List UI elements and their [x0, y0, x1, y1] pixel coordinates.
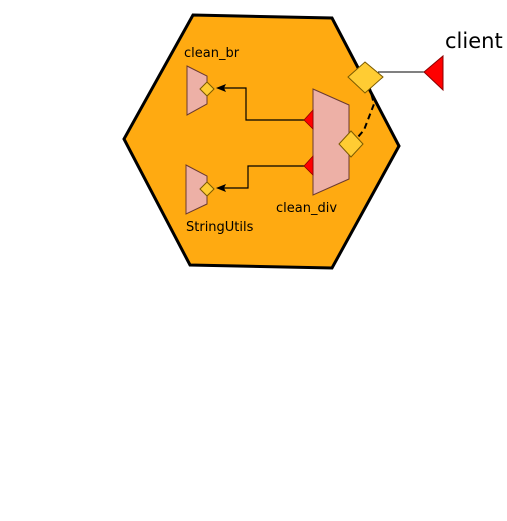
arrowhead-clean-br: [216, 84, 226, 92]
wire-clean-div-to-clean-br: [224, 87, 306, 121]
service-port: [199, 181, 215, 197]
reference-port-bottom: [303, 154, 314, 176]
promotion-wire: [351, 84, 376, 145]
wire-clean-div-to-stringutils: [224, 165, 306, 189]
service-port: [338, 130, 364, 158]
component-clean-div[interactable]: clean_div: [276, 88, 364, 216]
client-reference-port: [423, 54, 444, 92]
component-body: [186, 65, 208, 116]
component-label: StringUtils: [186, 220, 254, 235]
reference-port-top: [303, 108, 314, 130]
service-port: [199, 81, 215, 97]
arrowhead-stringutils: [216, 184, 226, 192]
client-label: client: [445, 29, 503, 53]
component-stringutils[interactable]: StringUtils: [185, 164, 254, 235]
component-label: clean_br: [184, 46, 240, 61]
component-label: clean_div: [276, 201, 337, 216]
composite-service-port[interactable]: [347, 61, 384, 94]
wires: [216, 71, 426, 192]
component-clean-br[interactable]: clean_br: [184, 46, 240, 116]
client-reference[interactable]: client: [423, 29, 503, 92]
component-body: [185, 164, 208, 215]
